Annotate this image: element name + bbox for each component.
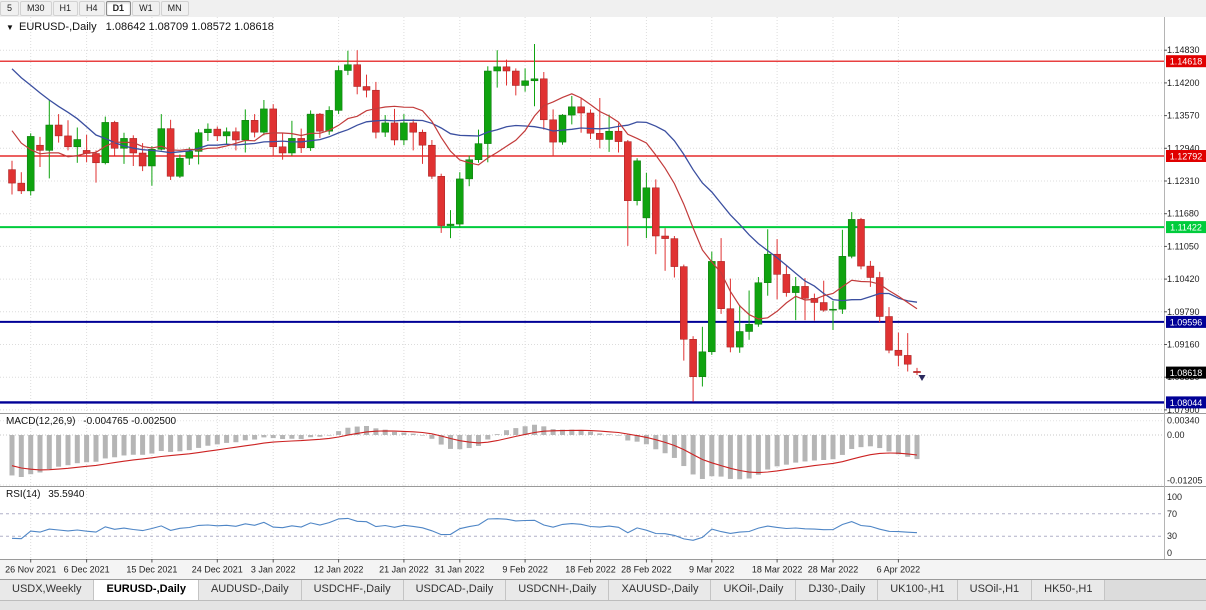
svg-text:18 Feb 2022: 18 Feb 2022 [565, 565, 616, 575]
tab-eurusd-daily[interactable]: EURUSD-,Daily [94, 580, 199, 600]
svg-text:28 Feb 2022: 28 Feb 2022 [621, 565, 672, 575]
svg-text:1.11422: 1.11422 [1170, 223, 1202, 233]
svg-text:1.10420: 1.10420 [1167, 274, 1200, 284]
svg-text:1.09160: 1.09160 [1167, 340, 1200, 350]
tab-usdx-weekly[interactable]: USDX,Weekly [0, 580, 95, 600]
svg-text:31 Jan 2022: 31 Jan 2022 [435, 565, 485, 575]
timeframe-button-h1[interactable]: H1 [52, 1, 79, 16]
svg-text:28 Mar 2022: 28 Mar 2022 [808, 565, 859, 575]
svg-text:1.12792: 1.12792 [1170, 152, 1203, 162]
svg-text:70: 70 [1167, 509, 1177, 519]
svg-text:1.07900: 1.07900 [1167, 405, 1200, 415]
svg-text:6 Apr 2022: 6 Apr 2022 [877, 565, 921, 575]
tab-dj30-daily[interactable]: DJ30-,Daily [796, 580, 879, 600]
chart-canvas[interactable]: 1.14830 1.14200 1.13570 1.12940 1.12310 1.116… [0, 17, 1206, 580]
svg-text:1.11680: 1.11680 [1167, 209, 1199, 219]
svg-text:26 Nov 2021: 26 Nov 2021 [5, 565, 56, 575]
tab-usdcad-daily[interactable]: USDCAD-,Daily [403, 580, 507, 600]
svg-text:1.11050: 1.11050 [1167, 241, 1199, 251]
svg-text:-0.01205: -0.01205 [1167, 476, 1203, 486]
svg-text:1.12940: 1.12940 [1167, 143, 1200, 153]
tab-uk100-h1[interactable]: UK100-,H1 [878, 580, 958, 600]
horizontal-level-lines [0, 60, 1164, 404]
tab-hk50-h1[interactable]: HK50-,H1 [1032, 580, 1106, 600]
tab-audusd-daily[interactable]: AUDUSD-,Daily [198, 580, 302, 600]
timeframe-button-5[interactable]: 5 [0, 1, 20, 16]
svg-text:3 Jan 2022: 3 Jan 2022 [251, 565, 296, 575]
tab-xauusd-daily[interactable]: XAUUSD-,Daily [609, 580, 712, 600]
svg-text:15 Dec 2021: 15 Dec 2021 [126, 565, 177, 575]
tab-usdchf-daily[interactable]: USDCHF-,Daily [301, 580, 404, 600]
moving-average-lines [11, 68, 918, 320]
svg-text:1.14830: 1.14830 [1167, 45, 1200, 55]
svg-text:30: 30 [1167, 531, 1177, 541]
svg-text:6 Dec 2021: 6 Dec 2021 [64, 565, 110, 575]
timeframe-button-m30[interactable]: M30 [20, 1, 52, 16]
timeframe-button-d1[interactable]: D1 [105, 1, 132, 16]
timeframe-button-w1[interactable]: W1 [132, 1, 160, 16]
candlestick-series [8, 44, 921, 402]
svg-text:21 Jan 2022: 21 Jan 2022 [379, 565, 429, 575]
svg-text:100: 100 [1167, 492, 1182, 502]
tab-ukoil-daily[interactable]: UKOil-,Daily [711, 580, 797, 600]
price-axis-badges: 1.14618 1.12792 1.11422 1.09596 1.08044 1.086… [1166, 55, 1206, 409]
svg-text:0: 0 [1167, 548, 1172, 558]
price-arrow-icon [918, 375, 926, 381]
svg-text:24 Dec 2021: 24 Dec 2021 [192, 565, 243, 575]
chart-tab-bar: USDX,Weekly EURUSD-,Daily AUDUSD-,Daily … [0, 579, 1206, 610]
svg-text:1.14618: 1.14618 [1170, 57, 1203, 67]
svg-text:0.00340: 0.00340 [1167, 416, 1200, 426]
svg-text:1.09790: 1.09790 [1167, 307, 1200, 317]
svg-text:9 Mar 2022: 9 Mar 2022 [689, 565, 735, 575]
svg-text:1.13570: 1.13570 [1167, 111, 1200, 121]
svg-text:1.12310: 1.12310 [1167, 176, 1200, 186]
svg-text:0.00: 0.00 [1167, 430, 1185, 440]
pane-separators [0, 17, 1206, 560]
tab-usoil-h1[interactable]: USOil-,H1 [957, 580, 1033, 600]
svg-text:1.08044: 1.08044 [1170, 398, 1203, 408]
macd-pane [0, 420, 1164, 486]
svg-text:1.09596: 1.09596 [1170, 317, 1203, 327]
svg-text:1.14200: 1.14200 [1167, 78, 1200, 88]
timeframe-toolbar: 5 M30 H1 H4 D1 W1 MN [0, 0, 1206, 18]
svg-text:1.08618: 1.08618 [1170, 368, 1203, 378]
svg-text:12 Jan 2022: 12 Jan 2022 [314, 565, 364, 575]
chart-tabs: USDX,Weekly EURUSD-,Daily AUDUSD-,Daily … [0, 580, 1206, 601]
svg-text:9 Feb 2022: 9 Feb 2022 [502, 565, 548, 575]
timeframe-button-mn[interactable]: MN [160, 1, 189, 16]
tab-usdcnh-daily[interactable]: USDCNH-,Daily [506, 580, 610, 600]
svg-text:18 Mar 2022: 18 Mar 2022 [752, 565, 803, 575]
rsi-pane [0, 513, 1164, 541]
timeframe-button-h4[interactable]: H4 [79, 1, 105, 16]
